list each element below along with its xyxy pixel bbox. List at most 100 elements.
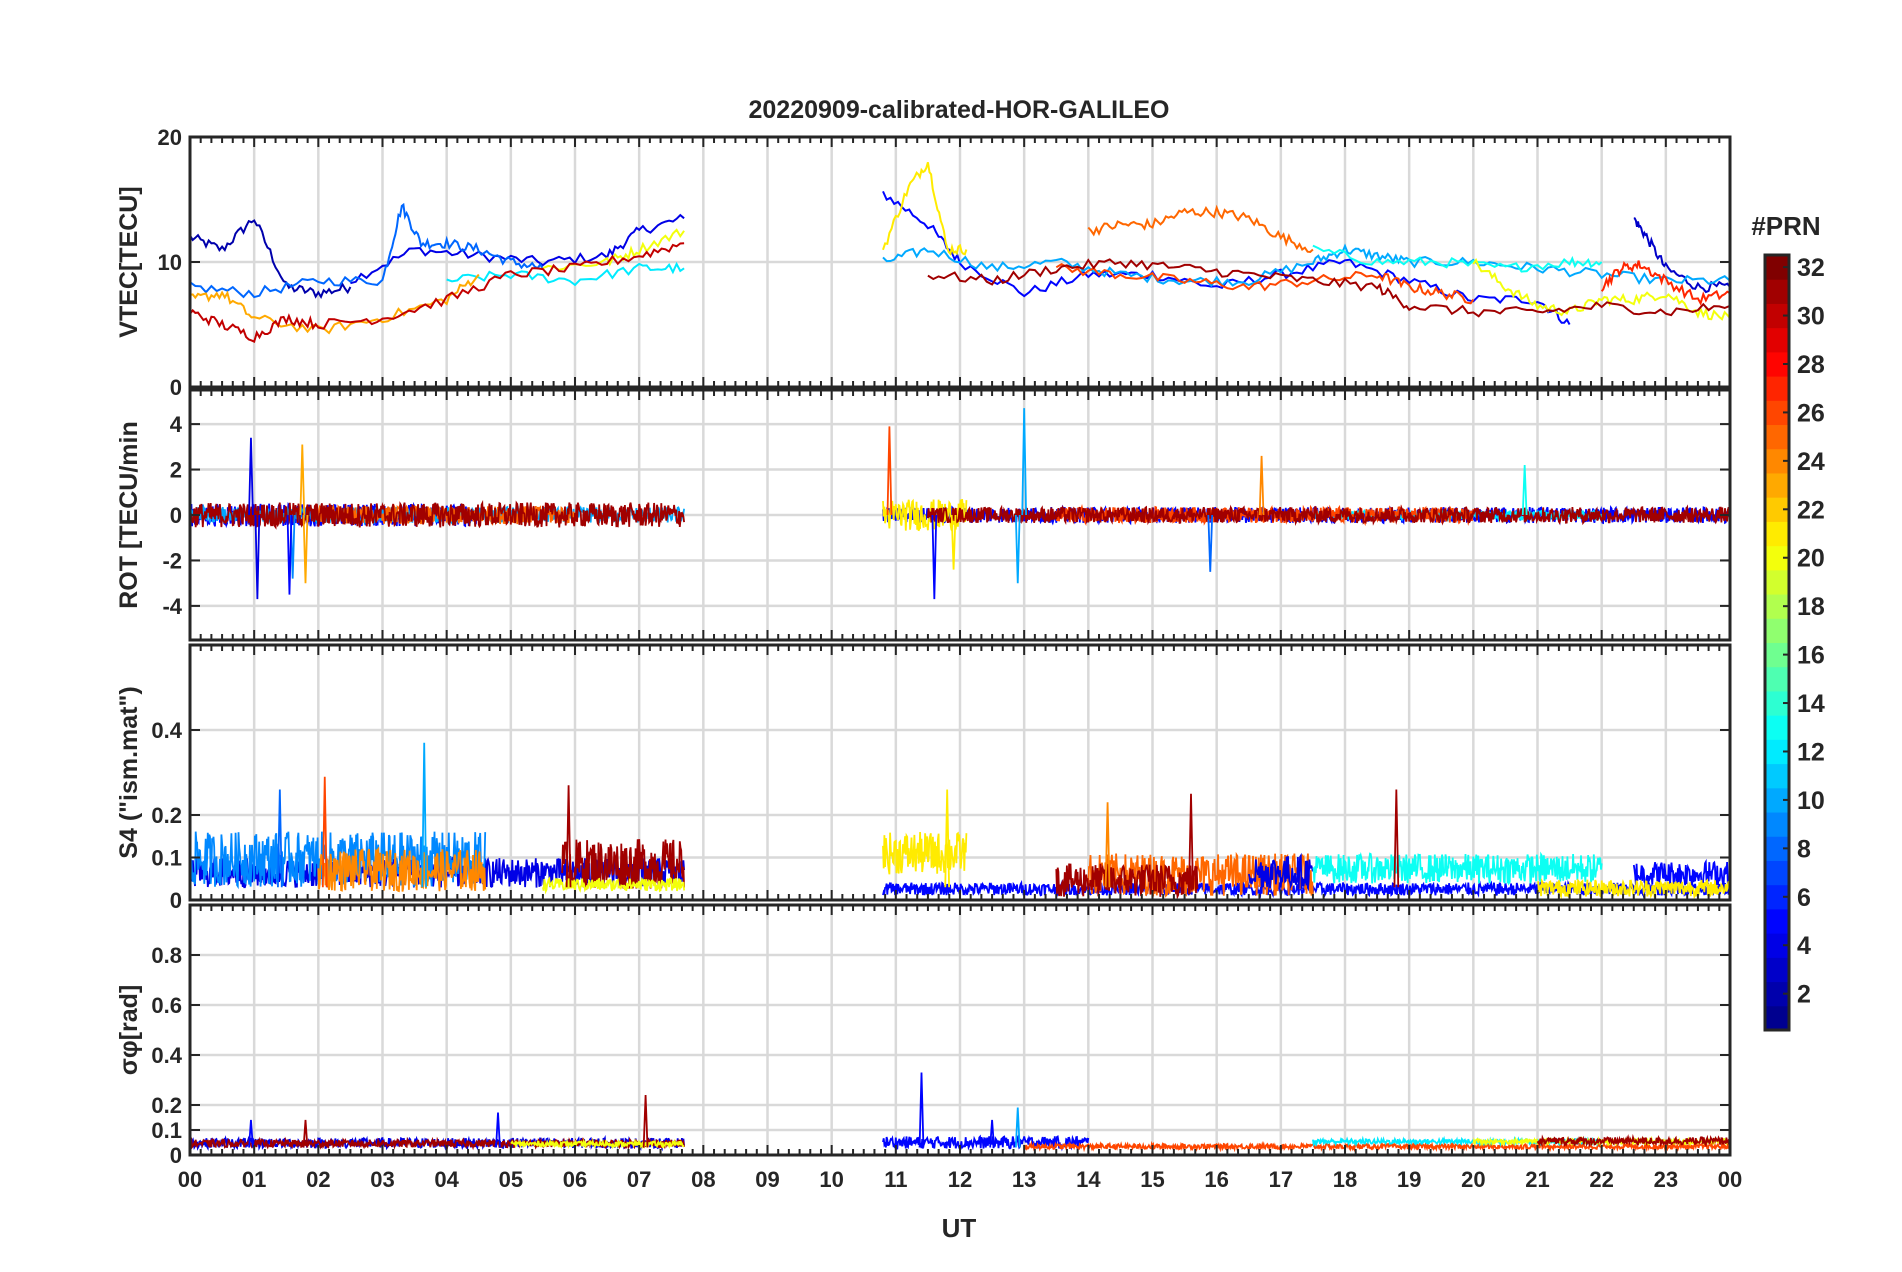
x-tick-label: 21 (1525, 1167, 1549, 1192)
series-noise-prn-21 (882, 831, 968, 875)
spike-prn-26 (321, 776, 328, 888)
spike-prn-24 (1104, 802, 1111, 888)
x-tick-label: 12 (948, 1167, 972, 1192)
colorbar-tick-label: 16 (1797, 642, 1825, 670)
series-noise-prn-31 (1536, 1133, 1730, 1148)
series-line-prn-21 (882, 162, 968, 256)
colorbar-segment (1765, 569, 1789, 595)
colorbar-segment (1765, 908, 1789, 934)
x-tick-label: 07 (627, 1167, 651, 1192)
spike-prn-31 (1393, 789, 1400, 888)
y-tick-label: 0 (170, 375, 182, 400)
series-noise-prn-25 (317, 503, 576, 527)
spike-prn-5 (918, 1072, 925, 1148)
colorbar-segment (1765, 327, 1789, 353)
spike-prn-31 (302, 1119, 309, 1148)
y-tick-label: 20 (158, 125, 182, 150)
y-tick-label: 4 (170, 412, 183, 437)
spike-prn-4 (254, 514, 261, 600)
spike-prn-21 (944, 789, 950, 888)
series-line-prn-20 (1472, 258, 1730, 321)
x-tick-label: 06 (563, 1167, 587, 1192)
series-group (190, 162, 1730, 343)
x-tick-label: 14 (1076, 1167, 1101, 1192)
chart-title: 20220909-calibrated-HOR-GALILEO (749, 96, 1170, 124)
panel-2: -4 -2 0 2 4 ROT [TECU/min (115, 388, 1732, 642)
x-axis-label: UT (942, 1213, 977, 1243)
series-line-prn-27 (1600, 260, 1730, 306)
colorbar-segment (1765, 279, 1789, 304)
x-tick-label: 08 (691, 1167, 715, 1192)
series-line-prn-30 (190, 242, 685, 343)
spike-prn-24 (1258, 455, 1265, 516)
colorbar-tick-label: 24 (1797, 448, 1825, 476)
y-tick-label: 0.1 (151, 1118, 182, 1143)
series-group (190, 742, 1730, 900)
spike-prn-13 (1521, 464, 1528, 516)
x-tick-label: 15 (1140, 1167, 1164, 1192)
series-line-prn-10 (882, 243, 1730, 288)
series-noise-prn-20 (510, 1137, 685, 1150)
y-tick-label: 2 (170, 458, 182, 483)
x-tick-label: 23 (1654, 1167, 1678, 1192)
y-tick-label: 0.2 (151, 803, 182, 828)
series-noise-prn-31 (927, 504, 1730, 526)
spike-prn-5 (495, 1112, 501, 1148)
series-line-prn-26 (1055, 262, 1475, 305)
spike-prn-21 (950, 514, 957, 570)
x-tick-label: 17 (1269, 1167, 1293, 1192)
x-tick-label: 19 (1397, 1167, 1421, 1192)
y-tick-label: 10 (158, 250, 182, 275)
x-tick-label: 01 (242, 1167, 266, 1192)
y-tick-label: 0 (170, 888, 182, 913)
colorbar-tick-label: 14 (1797, 690, 1825, 718)
x-tick-label: 02 (306, 1167, 330, 1192)
colorbar-segment (1765, 1005, 1789, 1031)
series-line-prn-31 (927, 258, 1730, 318)
series-line-prn-4 (350, 213, 685, 285)
x-tick-label: 22 (1589, 1167, 1613, 1192)
x-tick-label: 00 (1718, 1167, 1742, 1192)
colorbar-segment (1765, 376, 1789, 401)
x-tick-label: 18 (1333, 1167, 1357, 1192)
series-line-prn-3 (1633, 217, 1730, 294)
colorbar-segment (1765, 666, 1789, 692)
y-tick-label: 0.2 (151, 1093, 182, 1118)
spike-prn-31 (642, 1094, 649, 1148)
series-noise-prn-31 (190, 499, 685, 530)
y-axis-label: ROT [TECU/min (115, 421, 143, 609)
series-group (190, 1072, 1730, 1153)
colorbar-segment (1765, 618, 1789, 643)
spike-prn-5 (248, 1119, 254, 1148)
spike-prn-10 (1014, 514, 1021, 584)
colorbar-frame (1763, 253, 1791, 1032)
series-noise-prn-26 (1023, 1140, 1730, 1153)
spike-prn-8 (1207, 514, 1214, 572)
x-tick-label: 11 (884, 1167, 907, 1192)
series-noise-prn-31 (561, 839, 685, 890)
spike-prn-26 (886, 426, 893, 516)
x-tick-label: 13 (1012, 1167, 1036, 1192)
series-noise-prn-31 (1055, 863, 1199, 900)
series-line-prn-8 (190, 202, 544, 299)
spike-prn-4 (248, 437, 254, 516)
colorbar-segment (1765, 860, 1789, 886)
y-tick-label: 0.8 (151, 943, 182, 968)
colorbar-tick-label: 26 (1797, 399, 1825, 427)
y-tick-label: 0.4 (151, 718, 182, 743)
spike-prn-10 (1014, 1107, 1021, 1148)
series-line-prn-2 (190, 219, 352, 299)
colorbar-tick-label: 18 (1797, 593, 1825, 621)
spike-prn-5 (989, 1119, 995, 1148)
spike-prn-23 (302, 514, 309, 584)
colorbar-tick-label: 6 (1797, 884, 1811, 912)
series-line-prn-13 (1312, 244, 1603, 273)
series-line-prn-25 (1087, 204, 1314, 254)
x-tick-label: 03 (370, 1167, 394, 1192)
colorbar-segment (1765, 521, 1789, 547)
series-line-prn-12 (446, 261, 685, 287)
colorbar-segment (1765, 957, 1789, 983)
y-tick-label: 0 (170, 1143, 182, 1168)
colorbar-tick-label: 4 (1797, 932, 1811, 960)
